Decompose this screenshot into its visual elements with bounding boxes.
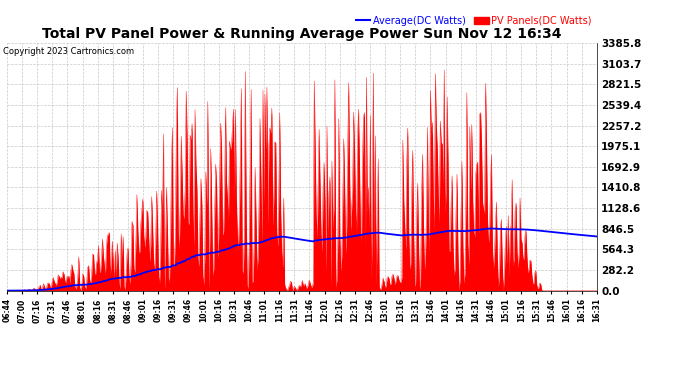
Legend: Average(DC Watts), PV Panels(DC Watts): Average(DC Watts), PV Panels(DC Watts) <box>356 16 592 26</box>
Text: Copyright 2023 Cartronics.com: Copyright 2023 Cartronics.com <box>3 47 135 56</box>
Title: Total PV Panel Power & Running Average Power Sun Nov 12 16:34: Total PV Panel Power & Running Average P… <box>42 27 562 40</box>
